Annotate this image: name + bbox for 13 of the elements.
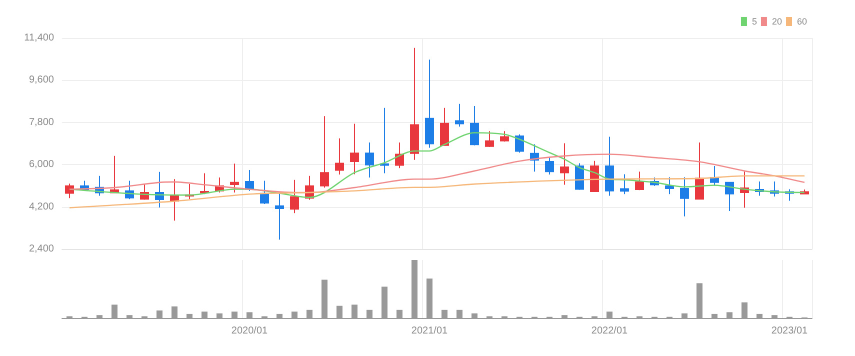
x-tick-label: 2020/01 [231, 326, 268, 336]
y-tick-label: 4,200 [28, 201, 54, 212]
x-tick-label: 2023/01 [771, 326, 808, 336]
x-tick-label: 2021/01 [411, 326, 448, 336]
y-tick-label: 2,400 [28, 244, 54, 254]
y-tick-label: 11,400 [24, 32, 54, 44]
y-tick-label: 9,600 [28, 74, 54, 86]
legend-label: 20 [772, 16, 782, 26]
x-tick-label: 2022/01 [591, 326, 628, 336]
y-tick-label: 6,000 [28, 159, 54, 170]
y-tick-label: 7,800 [28, 116, 54, 128]
legend-label: 60 [796, 16, 808, 26]
legend-label: 5 [752, 16, 757, 26]
